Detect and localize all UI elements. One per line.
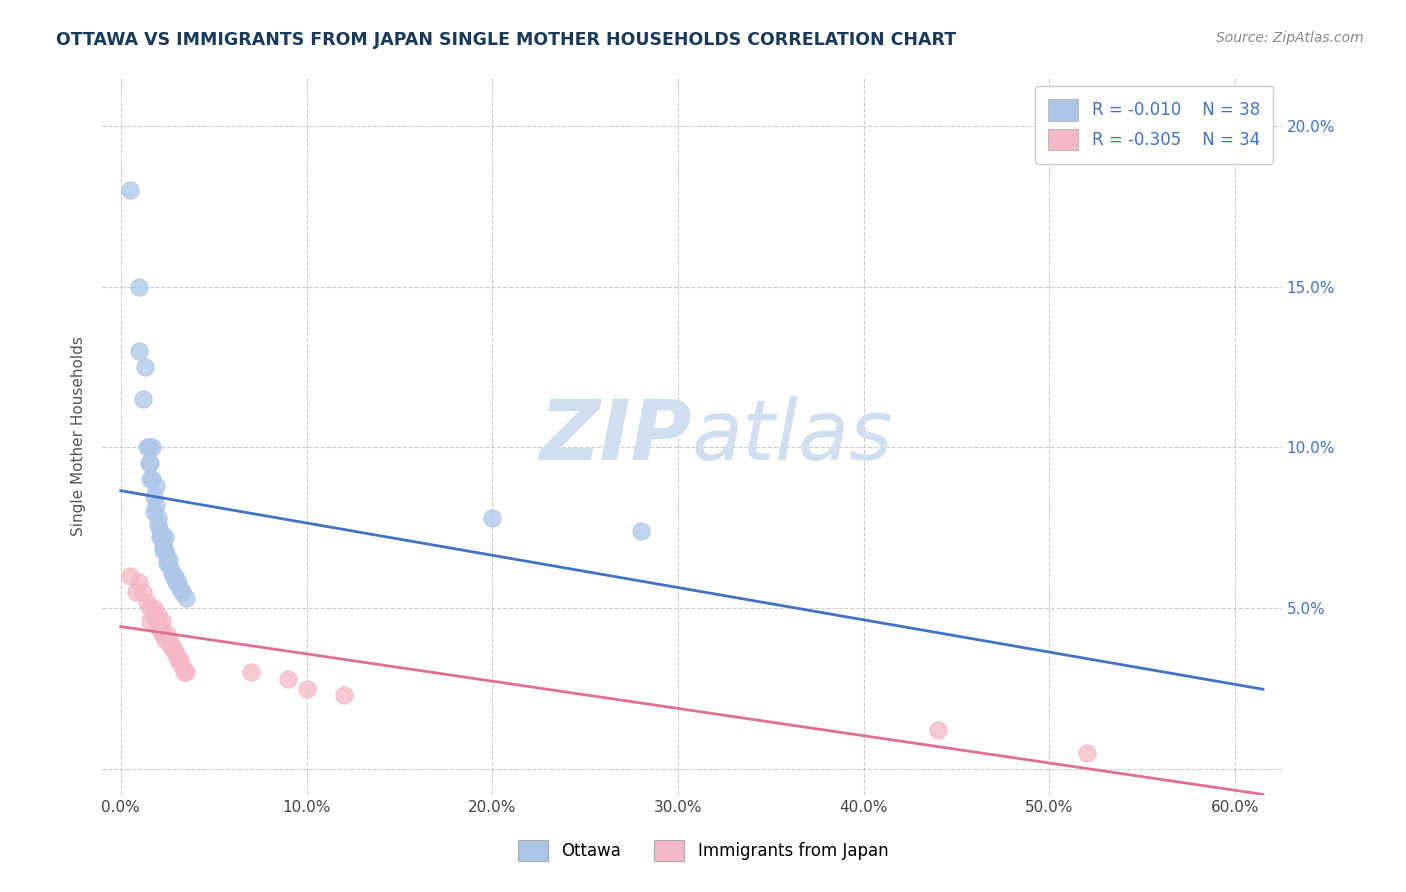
Point [146,511,169,525]
Point [145,498,167,512]
Point [162,569,184,583]
Point [927,723,949,738]
Point [166,575,188,590]
Point [152,627,174,641]
Point [128,279,150,293]
Point [163,646,186,660]
Text: OTTAWA VS IMMIGRANTS FROM JAPAN SINGLE MOTHER HOUSEHOLDS CORRELATION CHART: OTTAWA VS IMMIGRANTS FROM JAPAN SINGLE M… [56,31,956,49]
Point [160,563,183,577]
Point [157,553,180,567]
Point [156,556,179,570]
Text: atlas: atlas [692,395,893,476]
Point [128,575,150,590]
Point [156,549,179,564]
Point [167,575,190,590]
Point [166,646,188,660]
Point [135,595,157,609]
Point [174,665,197,680]
Point [120,183,142,197]
Point [128,343,150,358]
Point [155,530,177,544]
Y-axis label: Single Mother Households: Single Mother Households [72,336,86,536]
Point [163,569,186,583]
Point [169,652,191,666]
Point [138,457,160,471]
Point [139,614,162,628]
Text: ZIP: ZIP [540,395,692,476]
Text: Source: ZipAtlas.com: Source: ZipAtlas.com [1216,31,1364,45]
Legend: Ottawa, Immigrants from Japan: Ottawa, Immigrants from Japan [512,833,894,868]
Point [152,543,174,558]
Point [124,585,146,599]
Point [132,585,155,599]
Point [173,665,195,680]
Point [150,614,173,628]
Point [120,569,142,583]
Point [132,392,155,406]
Point [169,582,191,596]
Point [135,440,157,454]
Point [139,457,162,471]
Point [139,473,162,487]
Point [139,601,162,615]
Point [141,440,163,454]
Point [141,473,163,487]
Point [149,524,172,538]
Point [1076,746,1098,760]
Point [146,607,169,622]
Point [145,479,167,493]
Point [170,659,193,673]
Point [160,640,183,654]
Point [167,652,190,666]
Point [332,688,354,702]
Point [143,489,166,503]
Point [277,672,299,686]
Legend: R = -0.010    N = 38, R = -0.305    N = 34: R = -0.010 N = 38, R = -0.305 N = 34 [1035,86,1274,163]
Point [134,359,156,374]
Point [239,665,262,680]
Point [152,537,174,551]
Point [155,543,177,558]
Point [170,585,193,599]
Point [149,620,172,634]
Point [156,627,179,641]
Point [155,633,177,648]
Point [146,620,169,634]
Point [481,511,503,525]
Point [143,601,166,615]
Point [162,640,184,654]
Point [295,681,318,696]
Point [143,505,166,519]
Point [630,524,652,538]
Point [143,607,166,622]
Point [138,440,160,454]
Point [145,614,167,628]
Point [157,633,180,648]
Point [174,591,197,606]
Point [150,627,173,641]
Point [149,530,172,544]
Point [150,530,173,544]
Point [146,517,169,532]
